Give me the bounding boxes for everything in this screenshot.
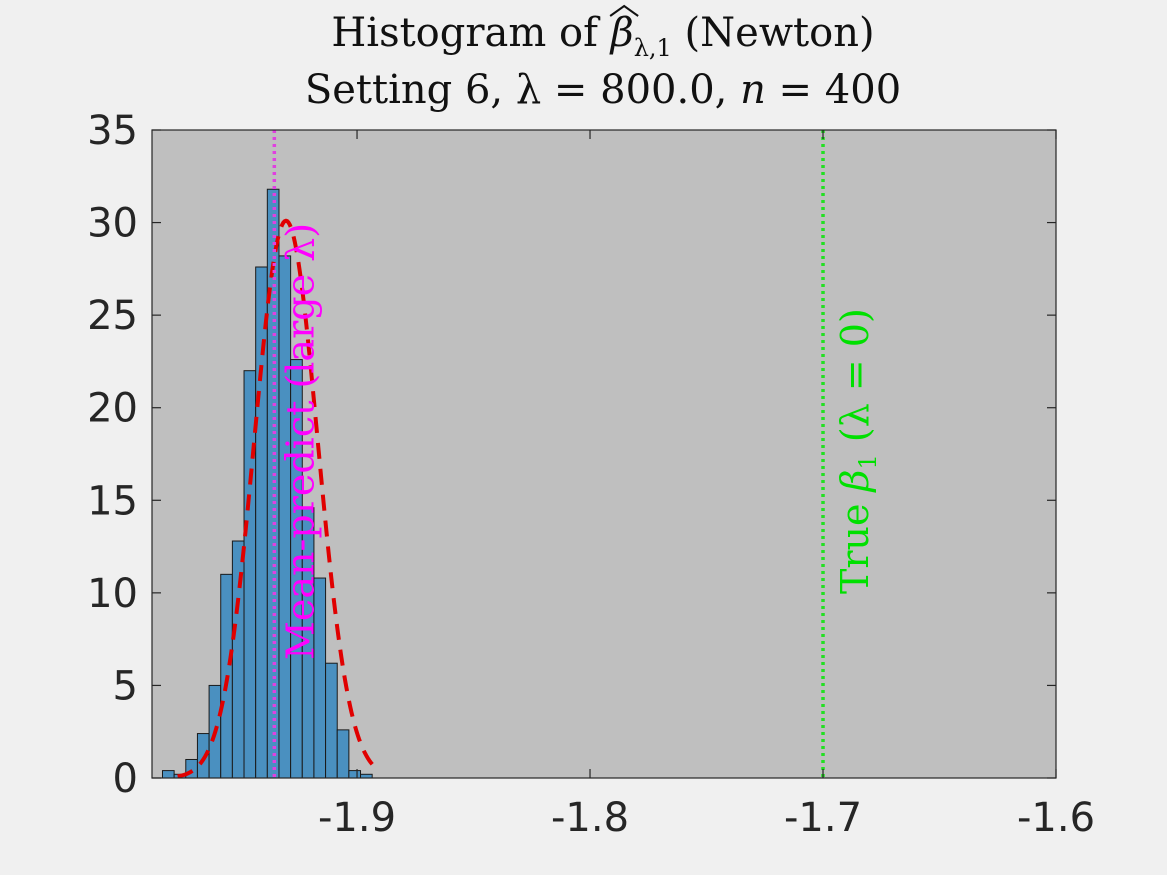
chart-title-line1: Histogram of βλ,1 (Newton) (331, 10, 874, 62)
y-tick-label: 5 (113, 663, 138, 709)
reference-lines (272, 130, 825, 778)
true-label-prefix: True (833, 491, 877, 594)
subtitle-n-symbol: n (740, 67, 766, 113)
x-tick-label: -1.7 (784, 795, 862, 841)
subtitle-lambda: λ = 800.0, (516, 67, 740, 113)
title-prefix: Histogram of (331, 10, 610, 56)
mean-predict-label: Mean-predict (large λ) (278, 223, 322, 660)
y-tick-label: 30 (87, 201, 138, 247)
axis-ticks: -1.9 -1.8 -1.7 -1.6 0 5 10 15 20 25 30 35 (87, 108, 1095, 841)
y-tick-label: 15 (87, 478, 138, 524)
title-beta-subscript: λ,1 (634, 34, 672, 62)
true-label-beta: β (833, 469, 877, 493)
histogram-bar (336, 729, 350, 779)
y-tick-label: 35 (87, 108, 138, 154)
true-label-subscript: 1 (854, 454, 882, 469)
true-label-suffix: (λ = 0) (833, 308, 877, 454)
beta-hat-accent (609, 4, 639, 17)
axes-frame (151, 129, 1057, 779)
x-tick-label: -1.9 (318, 795, 396, 841)
chart-title-line2: Setting 6, λ = 800.0, n = 400 (305, 67, 901, 113)
histogram-bar (325, 662, 338, 779)
title-suffix: (Newton) (672, 10, 875, 56)
y-tick-label: 0 (113, 756, 138, 802)
subtitle-prefix: Setting 6, (305, 67, 516, 113)
y-tick-label: 10 (87, 571, 138, 617)
x-tick-label: -1.6 (1017, 795, 1095, 841)
title-beta-symbol: β (609, 10, 634, 56)
subtitle-n-value: = 400 (766, 67, 901, 113)
fitted-density-curve (177, 218, 381, 779)
y-tick-label: 20 (87, 386, 138, 432)
true-beta-label: True β1 (λ = 0) (833, 308, 882, 594)
histogram-bar (161, 770, 175, 779)
y-tick-label: 25 (87, 293, 138, 339)
x-tick-label: -1.8 (551, 795, 629, 841)
histogram-bar (348, 770, 362, 779)
